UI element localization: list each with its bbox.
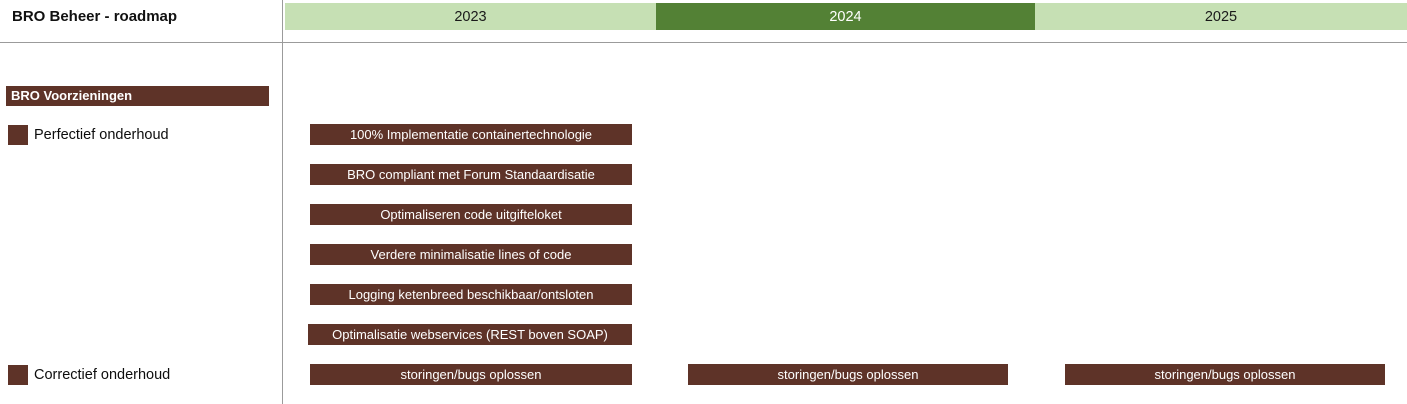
- task-bar-containertechnologie: 100% Implementatie containertechnologie: [310, 124, 632, 145]
- legend-square-icon: [8, 364, 28, 385]
- task-bar-forum-standaardisatie: BRO compliant met Forum Standaardisatie: [310, 164, 632, 185]
- task-bar-storingen-2025: storingen/bugs oplossen: [1065, 364, 1385, 385]
- year-header-2023: 2023: [285, 3, 656, 30]
- header-separator-line: [0, 42, 1407, 43]
- task-bar-storingen-2024: storingen/bugs oplossen: [688, 364, 1008, 385]
- task-bar-minimalisatie-lines-of-code: Verdere minimalisatie lines of code: [310, 244, 632, 265]
- task-bar-logging-ketenbreed: Logging ketenbreed beschikbaar/ontsloten: [310, 284, 632, 305]
- task-bar-optimaliseren-uitgifteloket: Optimaliseren code uitgifteloket: [310, 204, 632, 225]
- legend-square-icon: [8, 124, 28, 145]
- year-header-2025: 2025: [1035, 3, 1407, 30]
- row-label: Correctief onderhoud: [34, 366, 171, 383]
- section-header-bro-voorzieningen: BRO Voorzieningen: [6, 86, 269, 106]
- row-label: Perfectief onderhoud: [34, 126, 169, 143]
- row-legend-perfectief-onderhoud: Perfectief onderhoud: [8, 124, 169, 145]
- year-header-2024: 2024: [656, 3, 1035, 30]
- task-bar-storingen-2023: storingen/bugs oplossen: [310, 364, 632, 385]
- row-legend-correctief-onderhoud: Correctief onderhoud: [8, 364, 170, 385]
- column-separator-line: [282, 0, 283, 404]
- page-title: BRO Beheer - roadmap: [12, 8, 178, 25]
- task-bar-optimalisatie-webservices: Optimalisatie webservices (REST boven SO…: [308, 324, 632, 345]
